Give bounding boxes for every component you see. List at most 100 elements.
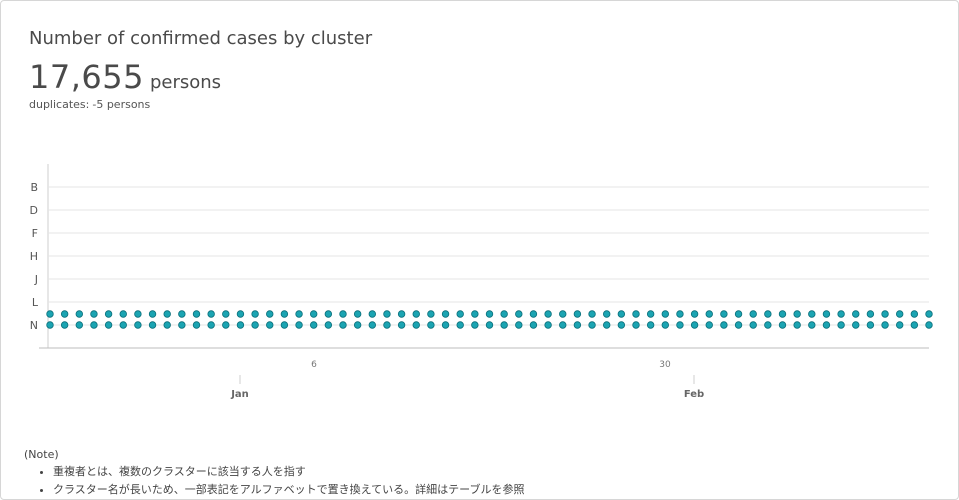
y-tick-label: H (30, 250, 38, 263)
data-point (690, 310, 699, 318)
data-point (134, 321, 142, 329)
data-point (603, 310, 611, 318)
data-point (295, 310, 303, 318)
data-point (163, 310, 171, 318)
data-point (778, 310, 787, 318)
data-point (661, 321, 669, 329)
x-month-label: Feb (684, 389, 704, 400)
data-point (339, 321, 347, 329)
data-point (632, 310, 640, 318)
data-point (603, 321, 611, 329)
data-point (866, 321, 875, 329)
data-point (456, 310, 464, 318)
data-point (441, 321, 450, 329)
data-point (119, 321, 127, 329)
data-point (222, 321, 230, 329)
x-tick-label: 6 (311, 360, 317, 370)
notes-heading: (Note) (24, 448, 59, 461)
data-point (353, 321, 362, 329)
data-point (925, 310, 933, 318)
data-point (500, 310, 508, 318)
data-point (588, 310, 596, 318)
data-point (690, 321, 699, 329)
data-point (104, 310, 113, 318)
data-point (793, 321, 801, 329)
y-tick-label: D (30, 204, 38, 217)
data-point (295, 321, 303, 329)
data-point (749, 321, 757, 329)
data-point (280, 310, 289, 318)
data-point (617, 321, 626, 329)
data-point (573, 321, 582, 329)
duplicates-line: duplicates: -5 persons (29, 98, 150, 111)
data-point (764, 310, 772, 318)
data-point (397, 310, 406, 318)
data-point (456, 321, 464, 329)
data-point (544, 321, 552, 329)
data-point (881, 310, 889, 318)
data-point (236, 310, 245, 318)
data-point (617, 310, 626, 318)
data-point (427, 321, 435, 329)
data-point (266, 310, 274, 318)
data-point (515, 321, 523, 329)
data-point (339, 310, 347, 318)
data-point (529, 310, 538, 318)
y-tick-label: N (30, 319, 38, 332)
data-point (90, 310, 98, 318)
data-point (720, 321, 728, 329)
data-point (852, 310, 860, 318)
data-point (881, 321, 889, 329)
data-point (441, 310, 450, 318)
y-tick-label: J (34, 273, 38, 286)
data-point (310, 321, 318, 329)
data-point (353, 310, 362, 318)
data-point (852, 321, 860, 329)
data-point (808, 321, 816, 329)
data-point (764, 321, 772, 329)
data-point (559, 321, 567, 329)
data-point (412, 310, 420, 318)
data-point (236, 321, 245, 329)
data-point (822, 310, 831, 318)
data-point (119, 310, 127, 318)
data-point (588, 321, 596, 329)
data-point (207, 321, 215, 329)
data-point (661, 310, 669, 318)
data-point (866, 310, 875, 318)
data-point (720, 310, 728, 318)
duplicates-label: duplicates: (29, 98, 90, 111)
data-point (251, 321, 259, 329)
data-point (500, 321, 508, 329)
data-point (60, 321, 69, 329)
data-point (75, 321, 83, 329)
data-point (544, 310, 552, 318)
data-point (324, 321, 333, 329)
data-point (910, 310, 919, 318)
data-point (793, 310, 801, 318)
data-point (529, 321, 538, 329)
data-point (310, 310, 318, 318)
data-point (46, 321, 54, 329)
data-point (383, 321, 391, 329)
y-tick-label: F (32, 227, 38, 240)
note-item: クラスター名が長いため、一部表記をアルファベットで置き換えている。詳細はテーブル… (53, 481, 524, 499)
data-point (676, 310, 684, 318)
note-item: 重複者とは、複数のクラスターに該当する人を指す (53, 463, 524, 481)
data-point (192, 321, 201, 329)
data-point (471, 310, 479, 318)
data-point (485, 310, 494, 318)
data-point (485, 321, 494, 329)
chart-title: Number of confirmed cases by cluster (29, 28, 373, 49)
data-point (471, 321, 479, 329)
data-point (573, 310, 582, 318)
data-point (280, 321, 289, 329)
data-point (192, 310, 201, 318)
y-tick-label: L (32, 296, 39, 309)
total-value: 17,655 (29, 58, 144, 96)
data-point (734, 310, 743, 318)
data-point (896, 321, 904, 329)
notes-list: 重複者とは、複数のクラスターに該当する人を指す クラスター名が長いため、一部表記… (24, 463, 524, 499)
